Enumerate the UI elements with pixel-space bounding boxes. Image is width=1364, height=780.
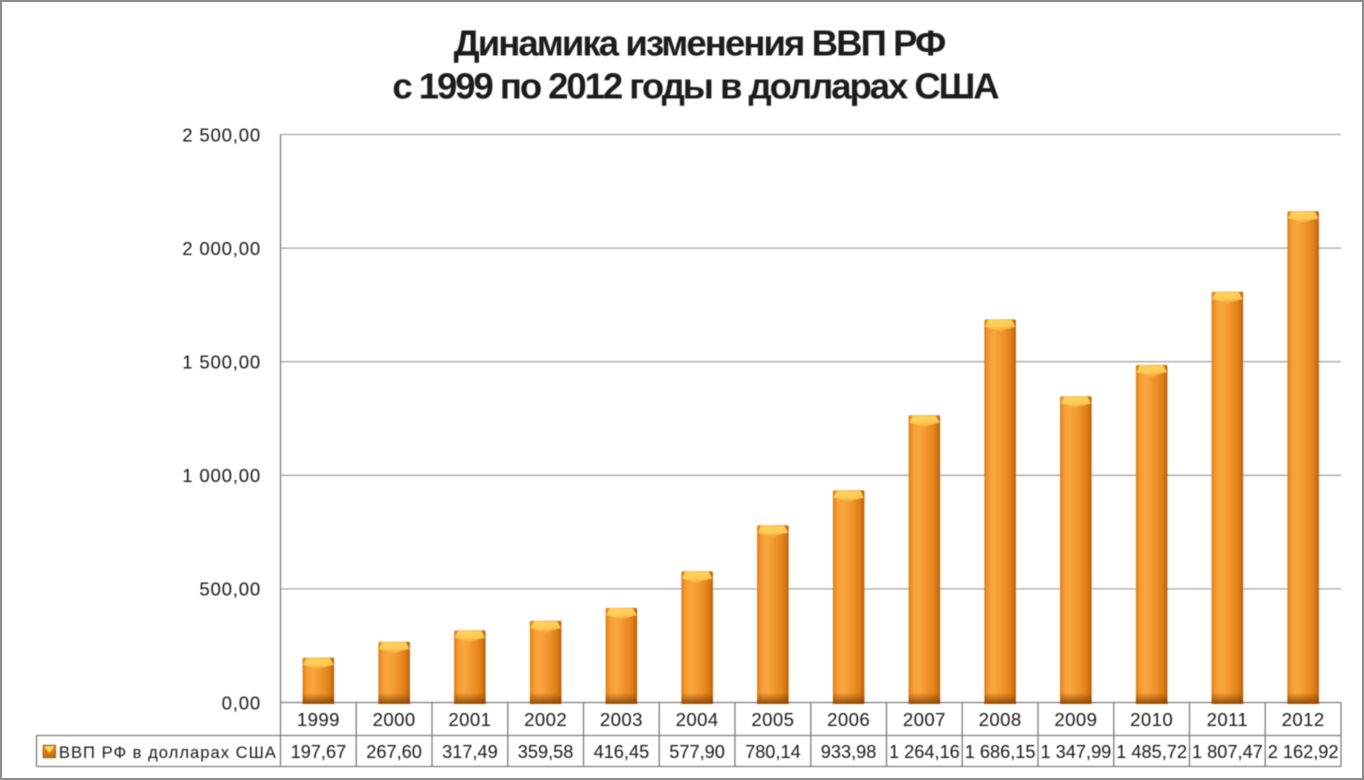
svg-text:0,00: 0,00 bbox=[222, 692, 261, 713]
svg-text:500,00: 500,00 bbox=[199, 579, 261, 600]
svg-text:1 500,00: 1 500,00 bbox=[182, 352, 261, 373]
svg-text:1 264,16: 1 264,16 bbox=[889, 742, 960, 762]
svg-text:2003: 2003 bbox=[600, 709, 643, 730]
svg-text:2 000,00: 2 000,00 bbox=[182, 238, 261, 259]
svg-text:2000: 2000 bbox=[373, 709, 416, 730]
svg-text:1 000,00: 1 000,00 bbox=[182, 465, 261, 486]
svg-text:267,60: 267,60 bbox=[366, 742, 422, 762]
svg-text:2011: 2011 bbox=[1207, 709, 1249, 730]
svg-text:ВВП РФ в долларах США: ВВП РФ в долларах США bbox=[59, 743, 277, 762]
svg-text:2002: 2002 bbox=[524, 709, 567, 730]
svg-text:2008: 2008 bbox=[979, 709, 1022, 730]
svg-text:2007: 2007 bbox=[903, 709, 946, 730]
svg-text:2006: 2006 bbox=[827, 709, 870, 730]
svg-text:416,45: 416,45 bbox=[594, 742, 650, 762]
svg-text:Динамика изменения ВВП РФ: Динамика изменения ВВП РФ bbox=[454, 23, 946, 64]
svg-text:2001: 2001 bbox=[448, 709, 491, 730]
svg-text:1 485,72: 1 485,72 bbox=[1116, 742, 1187, 762]
svg-text:2005: 2005 bbox=[751, 709, 794, 730]
svg-text:933,98: 933,98 bbox=[821, 742, 877, 762]
svg-text:2012: 2012 bbox=[1282, 709, 1325, 730]
svg-text:2010: 2010 bbox=[1130, 709, 1173, 730]
svg-text:577,90: 577,90 bbox=[669, 742, 725, 762]
svg-text:2004: 2004 bbox=[676, 709, 719, 730]
svg-text:2 500,00: 2 500,00 bbox=[182, 124, 261, 145]
svg-text:2009: 2009 bbox=[1054, 709, 1097, 730]
svg-text:1 347,99: 1 347,99 bbox=[1041, 742, 1112, 762]
svg-text:2 162,92: 2 162,92 bbox=[1268, 742, 1339, 762]
svg-text:с 1999 по 2012 годы в долларах: с 1999 по 2012 годы в долларах США bbox=[392, 66, 999, 107]
svg-text:317,49: 317,49 bbox=[442, 742, 498, 762]
svg-text:1999: 1999 bbox=[297, 709, 340, 730]
svg-text:1 807,47: 1 807,47 bbox=[1192, 742, 1263, 762]
svg-text:780,14: 780,14 bbox=[745, 742, 801, 762]
svg-text:1 686,15: 1 686,15 bbox=[965, 742, 1036, 762]
svg-text:197,67: 197,67 bbox=[291, 742, 347, 762]
svg-text:359,58: 359,58 bbox=[518, 742, 574, 762]
